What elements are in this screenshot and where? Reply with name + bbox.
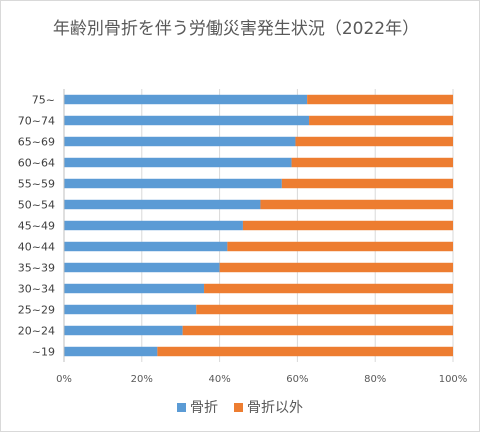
bar-other [157,346,454,357]
y-tick-label: 45~49 [18,220,55,233]
bar-other [295,136,453,147]
y-tick-label: 70~74 [18,115,55,128]
y-tick-label: 35~39 [18,262,55,275]
x-tick-label: 40% [208,374,230,385]
chart-title: 年齢別骨折を伴う労働災害発生状況（2022年） [52,19,420,39]
legend-label-fracture: 骨折 [190,400,218,416]
bar-other [291,157,453,168]
bar-other [309,115,453,126]
bar-other [307,94,453,105]
legend: 骨折 骨折以外 [1,397,479,417]
bar-fracture [64,346,158,357]
bar-fracture [64,283,205,294]
bar-fracture [64,115,310,126]
bar-fracture [64,220,243,231]
y-tick-label: 30~34 [18,283,55,296]
legend-item-other: 骨折以外 [234,397,303,417]
x-tick-label: 0% [56,374,72,385]
bar-fracture [64,136,296,147]
y-tick-label: 55~59 [18,178,55,191]
y-tick-label: 60~64 [18,157,55,170]
bar-fracture [64,199,261,210]
y-tick-label: 65~69 [18,136,55,149]
x-tick-label: 20% [131,374,153,385]
legend-label-other: 骨折以外 [247,400,303,416]
bar-other [281,178,453,189]
bar-fracture [64,262,220,273]
bar-other [260,199,453,210]
bar-fracture [64,178,282,189]
y-tick-label: 75~ [32,94,55,107]
bar-fracture [64,241,228,252]
bar-other [182,325,453,336]
y-tick-label: ~19 [32,346,55,359]
bar-other [227,241,453,252]
bar-fracture [64,94,308,105]
y-tick-label: 40~44 [18,241,55,254]
bar-fracture [64,325,183,336]
legend-item-fracture: 骨折 [177,397,218,417]
y-tick-label: 50~54 [18,199,55,212]
x-tick-label: 60% [286,374,308,385]
bar-other [204,283,453,294]
y-tick-label: 25~29 [18,304,55,317]
y-tick-label: 20~24 [18,325,55,338]
bar-other [196,304,453,315]
bar-fracture [64,304,197,315]
bar-other [219,262,453,273]
x-tick-label: 80% [364,374,386,385]
bar-fracture [64,157,292,168]
legend-swatch-fracture [177,402,186,412]
bar-other [242,220,453,231]
legend-swatch-other [234,402,243,412]
x-tick-label: 100% [439,374,468,385]
